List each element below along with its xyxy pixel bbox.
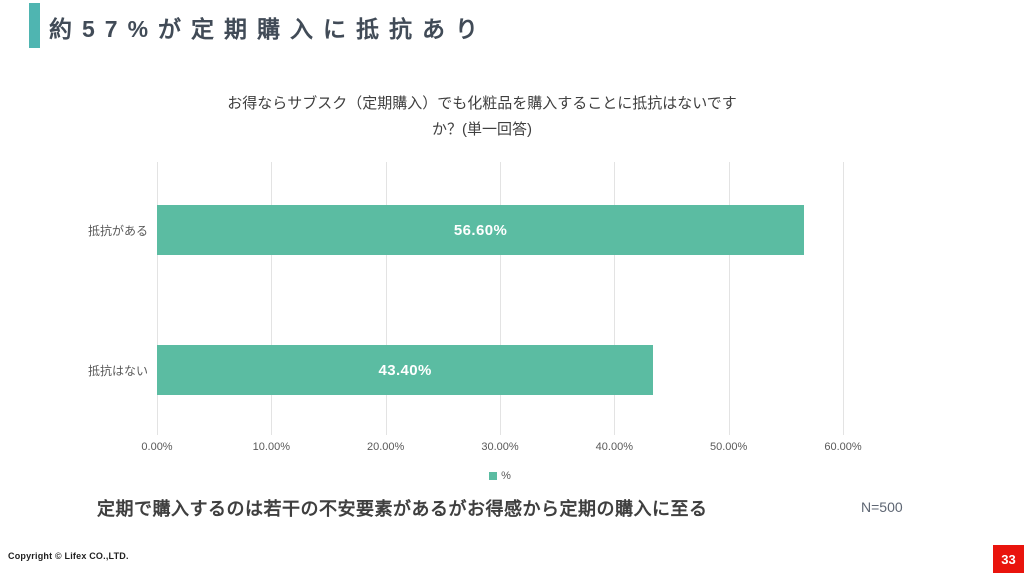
gridline (385, 162, 387, 435)
bar-row: 抵抗はない 43.40% (88, 345, 843, 395)
gridline (271, 162, 273, 435)
bar: 56.60% (157, 205, 805, 255)
gridline (157, 162, 158, 435)
chart-title-line-1: お得ならサブスク（定期購入）でも化粧品を購入することに抵抗はないです (227, 95, 737, 112)
page-number-box: 33 (993, 545, 1024, 573)
gridline (728, 162, 730, 435)
category-label: 抵抗はない (87, 363, 148, 378)
x-axis-tick-label: 30.00% (481, 441, 519, 453)
gridline (843, 162, 844, 435)
x-axis-tick-label: 60.00% (824, 441, 862, 453)
copyright-text: Copyright © Lifex CO.,LTD. (8, 551, 129, 561)
x-axis-tick-label: 40.00% (595, 441, 633, 453)
bar-chart-plot: 抵抗がある 56.60% 抵抗はない 43.40% (88, 162, 844, 435)
x-axis-tick-label: 10.00% (252, 441, 290, 453)
x-axis-tick-label: 50.00% (710, 441, 748, 453)
category-label: 抵抗がある (87, 223, 148, 238)
gridline (500, 162, 501, 435)
chart-title-line-2: か？(単一回答) (432, 121, 532, 138)
page-number: 33 (1001, 551, 1016, 567)
x-axis-tick-label: 20.00% (367, 441, 405, 453)
x-axis: 0.00% 10.00% 20.00% 30.00% 40.00% 50.00% 60.00… (141, 441, 861, 457)
chart-legend: % (157, 467, 843, 485)
legend-swatch (489, 472, 498, 480)
legend-label: % (501, 470, 511, 482)
bar-row: 抵抗がある 56.60% (88, 205, 843, 255)
sample-size-label: N=500 (861, 499, 903, 515)
slide-title: 約57%が定期購入に抵抗あり (49, 16, 489, 42)
x-axis-tick-label: 0.00% (141, 441, 173, 453)
title-accent-bar (29, 3, 40, 48)
chart-title: お得ならサブスク（定期購入）でも化粧品を購入することに抵抗はないです か？(単一… (162, 91, 802, 143)
gridline (614, 162, 616, 435)
bar-value-label: 56.60% (453, 221, 508, 239)
legend-item: % (489, 470, 511, 482)
takeaway-text: 定期で購入するのは若干の不安要素があるがお得感から定期の購入に至る (97, 499, 708, 519)
bar: 43.40% (157, 345, 654, 395)
bar-value-label: 43.40% (378, 361, 432, 379)
